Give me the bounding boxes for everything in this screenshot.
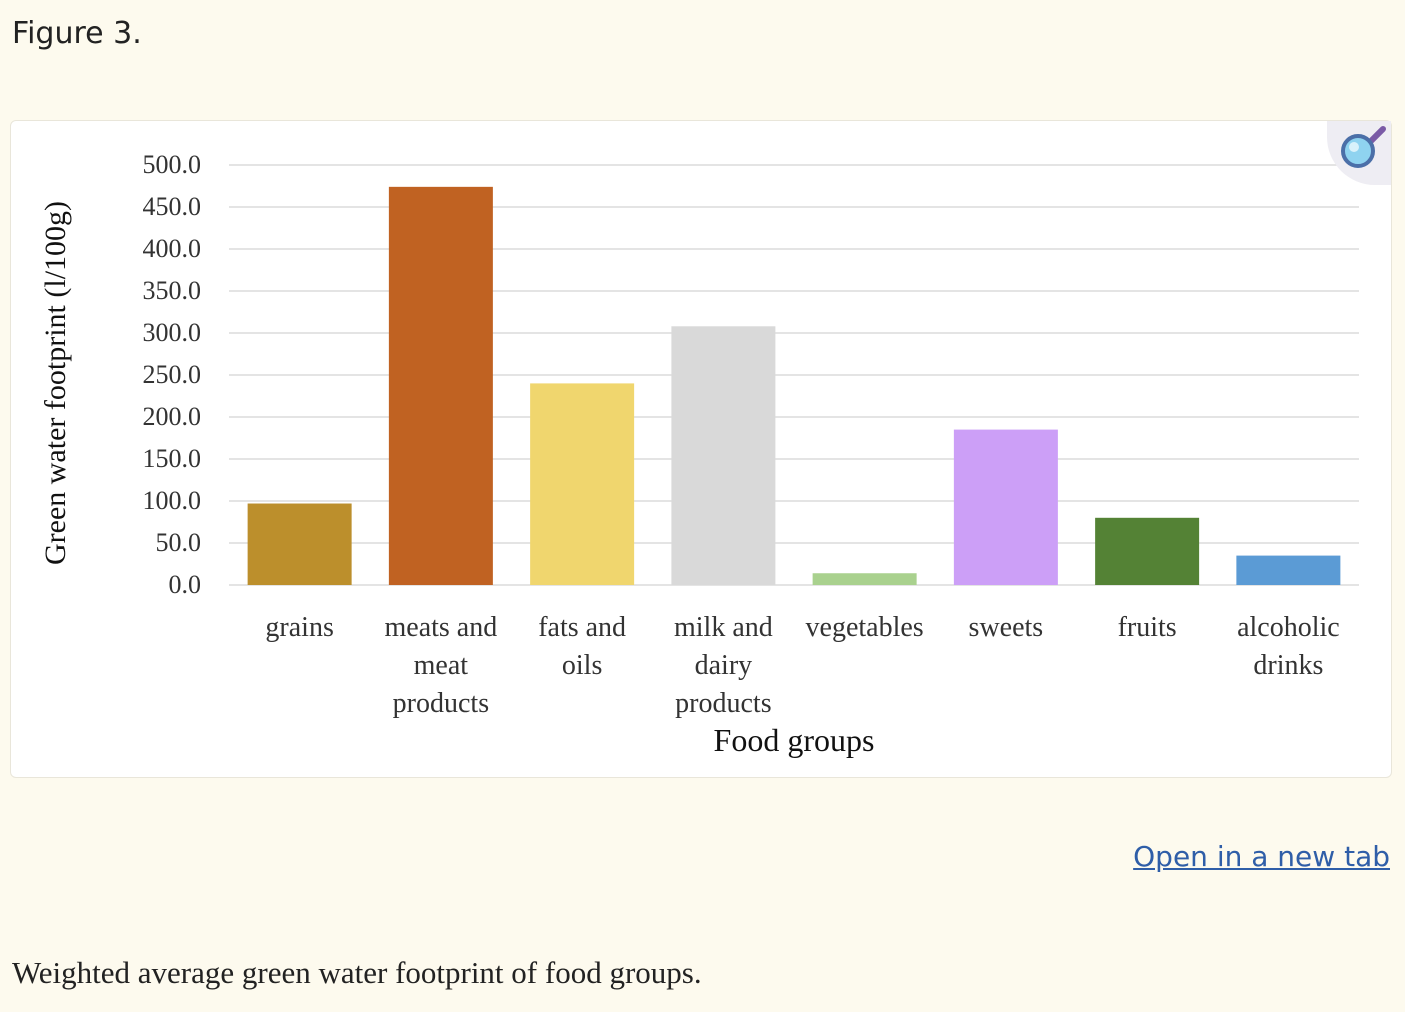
figure-caption: Weighted average green water footprint o… xyxy=(12,955,702,990)
x-tick-label: grains xyxy=(265,612,333,643)
x-tick-label: fats and xyxy=(538,612,626,643)
y-tick-label: 50.0 xyxy=(156,528,202,557)
y-tick-label: 200.0 xyxy=(143,402,202,431)
y-tick-label: 300.0 xyxy=(143,318,202,347)
y-tick-label: 100.0 xyxy=(143,486,202,515)
x-tick-label: alcoholic xyxy=(1237,612,1340,643)
x-tick-label: products xyxy=(393,688,489,719)
bar-chart: 500.0 450.0 400.0 350.0 300.0 250.0 200.0 150.0… xyxy=(39,150,1359,758)
magnifier-icon xyxy=(1341,126,1386,168)
x-tick-label: vegetables xyxy=(806,612,924,643)
bar-2 xyxy=(530,383,635,585)
bar-5 xyxy=(953,429,1058,585)
x-tick-label: dairy xyxy=(695,650,753,681)
bar-6 xyxy=(1095,517,1200,585)
bar-7 xyxy=(1236,555,1341,585)
y-tick-label: 250.0 xyxy=(143,360,202,389)
x-tick-label: meats and xyxy=(385,612,498,643)
x-tick-label: products xyxy=(675,688,771,719)
bar-3 xyxy=(671,326,776,585)
y-tick-label: 500.0 xyxy=(143,150,202,179)
x-tick-label: sweets xyxy=(969,612,1044,643)
figure-card: 500.0 450.0 400.0 350.0 300.0 250.0 200.0 150.0… xyxy=(10,120,1392,778)
x-tick-label: fruits xyxy=(1118,612,1177,643)
y-tick-label: 150.0 xyxy=(143,444,202,473)
y-axis-title: Green water footprint (l/100g) xyxy=(39,201,72,565)
y-tick-label: 0.0 xyxy=(169,570,202,599)
bar-0 xyxy=(247,503,352,585)
y-tick-label: 350.0 xyxy=(143,276,202,305)
bar-4 xyxy=(812,573,917,585)
figure-label: Figure 3. xyxy=(12,16,142,51)
x-tick-label: oils xyxy=(562,650,602,681)
x-axis-title: Food groups xyxy=(714,722,875,758)
x-tick-label: milk and xyxy=(674,612,773,643)
x-tick-label: meat xyxy=(414,650,469,681)
zoom-button[interactable] xyxy=(1327,121,1391,185)
x-tick-label: drinks xyxy=(1253,650,1323,681)
bar-1 xyxy=(388,186,493,585)
y-tick-label: 400.0 xyxy=(143,234,202,263)
open-in-new-tab-link[interactable]: Open in a new tab xyxy=(1133,840,1390,873)
y-tick-label: 450.0 xyxy=(143,192,202,221)
